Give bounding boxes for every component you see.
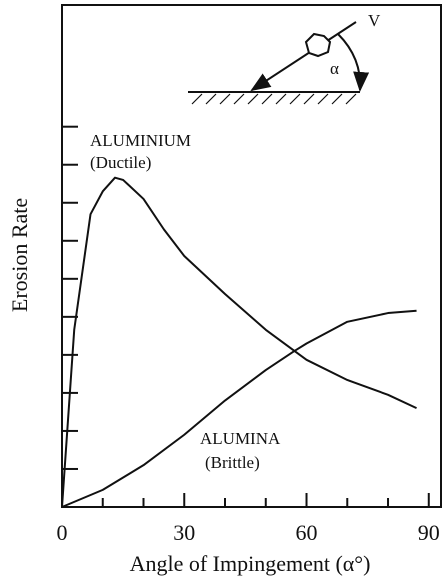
series-line [61, 309, 417, 508]
inset-diagram [188, 21, 370, 105]
inset-label: α [330, 59, 339, 78]
series-label: ALUMINA [200, 429, 281, 448]
x-tick-label: 90 [418, 520, 440, 545]
series-label: ALUMINIUM [90, 131, 191, 150]
plot-frame [61, 4, 442, 508]
x-tick-label: 30 [173, 520, 195, 545]
series-label: (Ductile) [90, 153, 151, 172]
x-axis-label: Angle of Impingement (α°) [130, 551, 371, 576]
x-tick-label: 0 [57, 520, 68, 545]
y-axis-label: Erosion Rate [7, 198, 32, 312]
series-line [61, 176, 417, 508]
series-label: (Brittle) [205, 453, 260, 472]
x-tick-label: 60 [296, 520, 318, 545]
inset-label: V [368, 11, 381, 30]
